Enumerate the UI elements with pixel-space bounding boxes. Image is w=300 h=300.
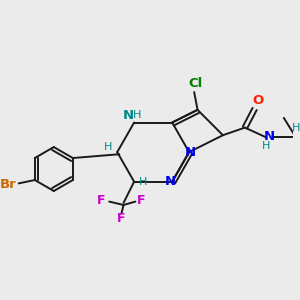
Text: H: H [138,177,147,187]
Text: H: H [262,141,271,151]
Text: O: O [252,94,263,107]
Text: F: F [137,194,146,207]
Text: H: H [104,142,112,152]
Text: H: H [133,110,142,120]
Text: N: N [264,130,275,143]
Text: F: F [97,194,106,207]
Text: Cl: Cl [188,77,203,90]
Text: N: N [184,146,196,159]
Text: N: N [164,175,175,188]
Text: N: N [123,109,134,122]
Text: Br: Br [0,178,17,191]
Text: H: H [291,123,300,134]
Text: F: F [117,212,126,225]
